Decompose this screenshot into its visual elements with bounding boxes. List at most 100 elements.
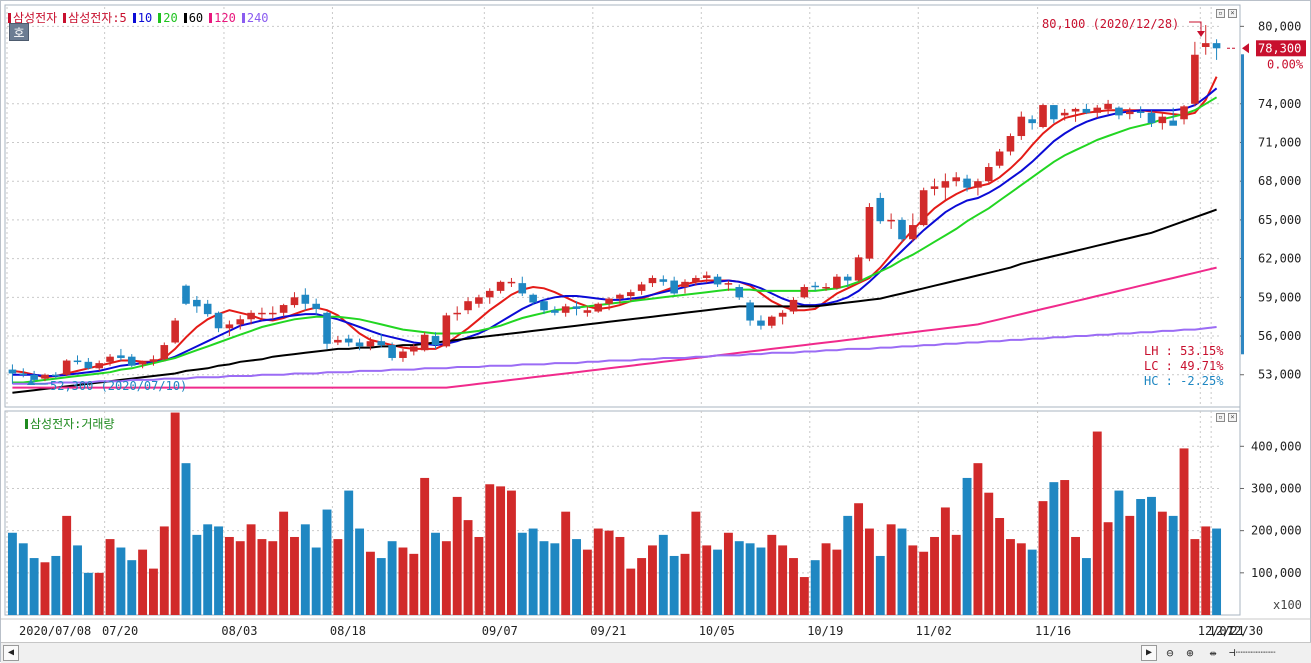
ma-line-240 [12,326,1217,385]
volume-bar [713,549,723,615]
volume-bar [756,547,766,615]
scroll-right-button[interactable]: ▶ [1141,645,1157,661]
legend-item[interactable]: 120 [209,11,236,25]
volume-bar [723,532,733,615]
legend-item[interactable]: 삼성전자 [8,11,57,25]
candle-body [8,369,17,374]
volume-maximize-icon[interactable]: ▫ [1216,413,1225,422]
volume-bar [1103,522,1113,615]
volume-bar [658,534,668,615]
candle-body [1104,103,1112,109]
candle-body [399,351,407,358]
scroll-left-button[interactable]: ◀ [3,645,19,661]
date-axis-label: 10/19 [807,624,843,638]
candle-body [529,294,537,303]
candle-body [724,283,733,285]
volume-bar [452,496,462,615]
high-annotation-arrow [1189,21,1202,33]
candle-body [377,341,386,346]
legend-item[interactable]: 20 [158,11,178,25]
candle-body [388,345,396,358]
volume-close-icon[interactable]: × [1228,413,1237,422]
candle-body [735,287,744,298]
volume-bar [224,536,234,615]
candle-body [301,294,310,304]
candle-body [355,342,364,347]
volume-bar [1071,536,1080,615]
volume-bar [409,553,419,615]
candle-body [149,359,158,362]
low-annotation-arrowhead [27,379,35,385]
candle-body [930,186,939,189]
hoga-button[interactable]: 호 [9,23,29,41]
volume-bar [691,511,701,615]
volume-bar [62,515,72,615]
volume-bar [745,543,755,615]
zoom-out-icon[interactable]: ⊖ [1166,646,1174,660]
candle-body [616,294,624,299]
candle-body [290,297,299,306]
horizontal-scrollbar[interactable]: ◀ ▶ ⊖ ⊕ ⇹ ⊣┈┈┈┈┈┈ [1,642,1311,663]
low-annotation: 52,300 (2020/07/10) [50,379,187,393]
lh-stat: LH : 53.15% [1144,344,1224,358]
candle-body [974,181,982,188]
candle-body [963,178,971,188]
volume-bar [897,528,907,615]
candle-body [30,374,38,380]
current-price-label: 78,300 [1258,41,1301,55]
candle-body [811,285,819,288]
candle-body [1180,106,1188,120]
volume-bar [789,558,798,615]
candle-body [702,275,711,278]
legend-item[interactable]: 60 [183,11,203,25]
volume-bar [615,536,625,615]
volume-bar [550,543,560,615]
volume-bar [1006,539,1015,615]
price-axis-label: 68,000 [1258,174,1301,188]
volume-bar [604,530,614,615]
candle-body [117,355,125,358]
candle-body [778,312,787,317]
candle-body [898,219,906,240]
legend-item[interactable]: 삼성전자:5 [63,11,127,25]
candle-body [1050,105,1058,120]
hc-stat: HC : -2.25% [1144,374,1224,388]
maximize-icon[interactable]: ▫ [1216,9,1225,18]
volume-bar [7,532,17,615]
zoom-in-icon[interactable]: ⊕ [1186,646,1194,660]
candle-body [659,279,668,282]
bar-width-icon[interactable]: ⇹ [1209,646,1217,660]
volume-bar [1049,482,1059,615]
candle-body [865,207,874,259]
volume-bar [94,572,104,615]
candle-body [236,319,245,325]
volume-bar [561,511,571,615]
price-axis-label: 56,000 [1258,329,1301,343]
close-icon[interactable]: × [1228,9,1237,18]
candle-body [106,356,114,362]
date-axis-label: 2020/07/08 [19,624,91,638]
zoom-slider[interactable]: ⊣┈┈┈┈┈┈ [1229,646,1276,659]
price-axis-label: 53,000 [1258,368,1301,382]
candle-body [62,360,71,375]
candle-body [258,312,266,315]
legend-item[interactable]: 240 [241,11,269,25]
volume-bar [1114,490,1124,615]
volume-bar [973,463,983,615]
volume-bar [463,520,473,615]
candle-body [203,303,212,315]
volume-bar [214,526,223,615]
candle-body [692,277,700,282]
volume-bar [984,492,994,615]
legend-item[interactable]: 10 [132,11,152,25]
volume-bar [1060,480,1070,615]
volume-bar [149,568,158,615]
date-axis-label: 12/07 [1198,624,1234,638]
candle-body [247,312,255,320]
legend-item[interactable]: 삼성전자:거래량 [25,417,115,431]
volume-bar [767,534,777,615]
volume-bar [290,536,299,615]
volume-bar [1168,515,1178,615]
